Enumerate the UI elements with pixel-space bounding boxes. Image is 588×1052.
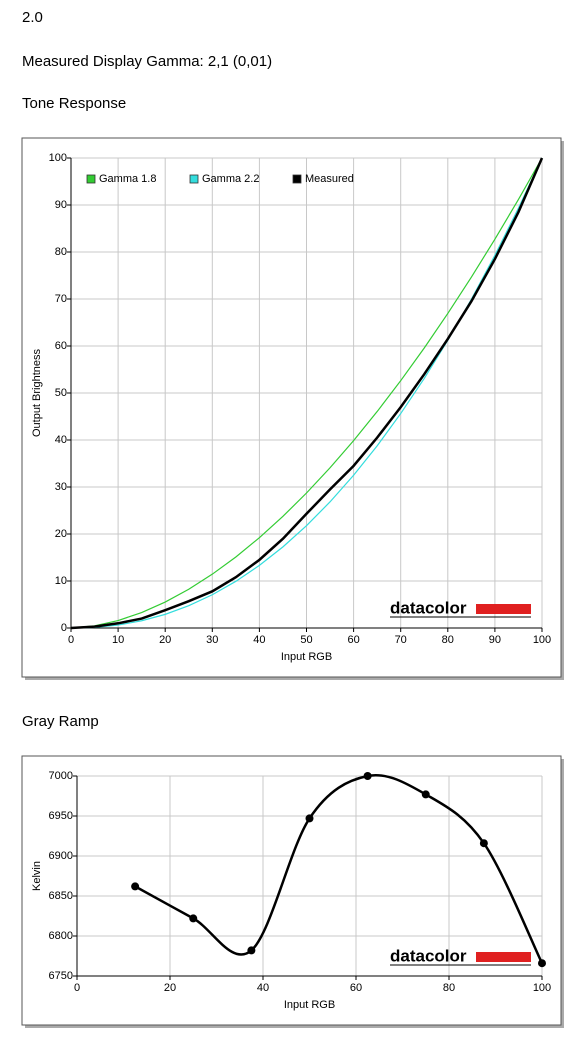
chart-title: Gray Ramp: [22, 713, 99, 730]
legend-label: Gamma 1.8: [99, 173, 156, 185]
line: [70, 157, 543, 629]
x-tick-label: 100: [533, 634, 551, 646]
line: [70, 157, 544, 630]
x-tick-label: 10: [112, 634, 124, 646]
y-tick-label: 40: [55, 434, 67, 446]
version: 2.0: [22, 9, 43, 26]
watermark: datacolor: [390, 598, 467, 617]
y-tick-label: 70: [55, 293, 67, 305]
x-tick-label: 60: [350, 982, 362, 994]
marker: [131, 882, 140, 891]
chart-box: [21, 755, 562, 1026]
y-tick-label: 10: [55, 575, 67, 587]
x-tick-label: 0: [74, 982, 80, 994]
y-tick-label: 50: [55, 387, 67, 399]
y-tick-label: 6950: [49, 810, 73, 822]
y-tick-label: 90: [55, 199, 67, 211]
x-tick-label: 60: [347, 634, 359, 646]
legend-swatch: [292, 174, 302, 184]
x-tick-label: 100: [533, 982, 551, 994]
x-tick-label: 20: [164, 982, 176, 994]
x-tick-label: 30: [206, 634, 218, 646]
x-tick-label: 80: [443, 982, 455, 994]
chart-box: [21, 137, 562, 678]
x-tick-label: 40: [257, 982, 269, 994]
x-tick-label: 0: [68, 634, 74, 646]
logo-bar: [476, 952, 531, 962]
marker: [363, 772, 372, 780]
y-tick-label: 6750: [49, 970, 73, 982]
y-tick-label: 60: [55, 340, 67, 352]
x-axis-label: Input RGB: [284, 999, 335, 1011]
legend-swatch: [189, 174, 199, 184]
marker: [421, 790, 430, 799]
marker: [305, 814, 314, 823]
x-tick-label: 20: [159, 634, 171, 646]
x-tick-label: 80: [442, 634, 454, 646]
legend-label: Measured: [305, 173, 354, 185]
legend-swatch: [86, 174, 96, 184]
y-tick-label: 0: [61, 622, 67, 634]
x-tick-label: 40: [253, 634, 265, 646]
y-axis-label: Kelvin: [31, 861, 43, 891]
y-axis-label: Output Brightness: [31, 348, 43, 437]
y-tick-label: 30: [55, 481, 67, 493]
y-tick-label: 80: [55, 246, 67, 258]
chart-title: Tone Response: [22, 95, 126, 112]
marker: [538, 959, 546, 968]
y-tick-label: 100: [49, 152, 67, 164]
y-tick-label: 7000: [49, 770, 73, 782]
x-tick-label: 90: [489, 634, 501, 646]
y-tick-label: 6800: [49, 930, 73, 942]
x-tick-label: 70: [395, 634, 407, 646]
marker: [247, 946, 256, 955]
watermark: datacolor: [390, 946, 467, 965]
logo-bar: [476, 604, 531, 614]
y-tick-label: 6900: [49, 850, 73, 862]
marker: [479, 839, 488, 848]
x-tick-label: 50: [300, 634, 312, 646]
y-tick-label: 6850: [49, 890, 73, 902]
gamma-text: Measured Display Gamma: 2,1 (0,01): [22, 53, 272, 70]
x-axis-label: Input RGB: [281, 651, 332, 663]
legend-label: Gamma 2.2: [202, 173, 259, 185]
marker: [189, 914, 198, 923]
y-tick-label: 20: [55, 528, 67, 540]
